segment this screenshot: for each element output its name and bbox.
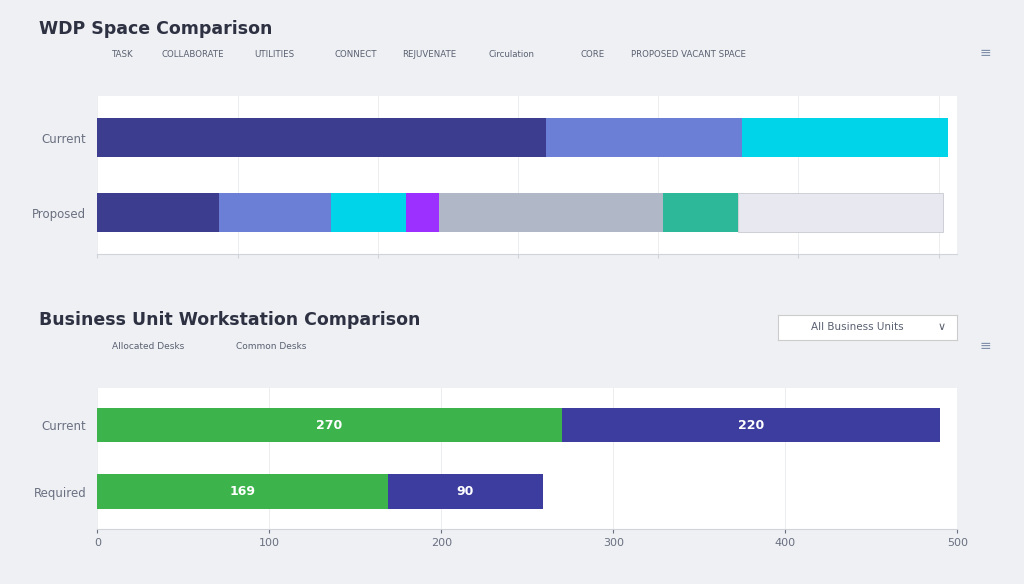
Bar <box>97 193 219 232</box>
Text: UTILITIES: UTILITIES <box>254 50 294 60</box>
Bar <box>331 193 406 232</box>
Bar <box>438 193 663 232</box>
Bar <box>219 193 331 232</box>
Text: ≡: ≡ <box>979 339 991 353</box>
Text: CONNECT: CONNECT <box>334 50 377 60</box>
Bar <box>406 193 438 232</box>
Bar <box>737 193 943 232</box>
Text: Common Desks: Common Desks <box>236 342 306 352</box>
Bar <box>546 118 742 157</box>
Text: Circulation: Circulation <box>488 50 535 60</box>
Bar <box>97 408 562 443</box>
Text: PROPOSED VACANT SPACE: PROPOSED VACANT SPACE <box>631 50 745 60</box>
Bar <box>97 118 546 157</box>
Bar <box>742 118 948 157</box>
Text: ≡: ≡ <box>979 46 991 60</box>
Text: Business Unit Workstation Comparison: Business Unit Workstation Comparison <box>39 311 420 329</box>
Text: CORE: CORE <box>581 50 604 60</box>
Text: REJUVENATE: REJUVENATE <box>402 50 457 60</box>
Text: Allocated Desks: Allocated Desks <box>112 342 184 352</box>
Text: TASK: TASK <box>112 50 133 60</box>
Text: ∨: ∨ <box>937 322 945 332</box>
Text: COLLABORATE: COLLABORATE <box>162 50 224 60</box>
Bar <box>663 193 737 232</box>
Text: All Business Units: All Business Units <box>811 322 903 332</box>
Text: 169: 169 <box>229 485 256 498</box>
Bar <box>562 408 940 443</box>
Bar <box>97 474 388 509</box>
Text: 90: 90 <box>457 485 474 498</box>
Text: WDP Space Comparison: WDP Space Comparison <box>39 20 272 38</box>
Text: 270: 270 <box>316 419 343 432</box>
Bar <box>388 474 543 509</box>
Text: 220: 220 <box>738 419 764 432</box>
